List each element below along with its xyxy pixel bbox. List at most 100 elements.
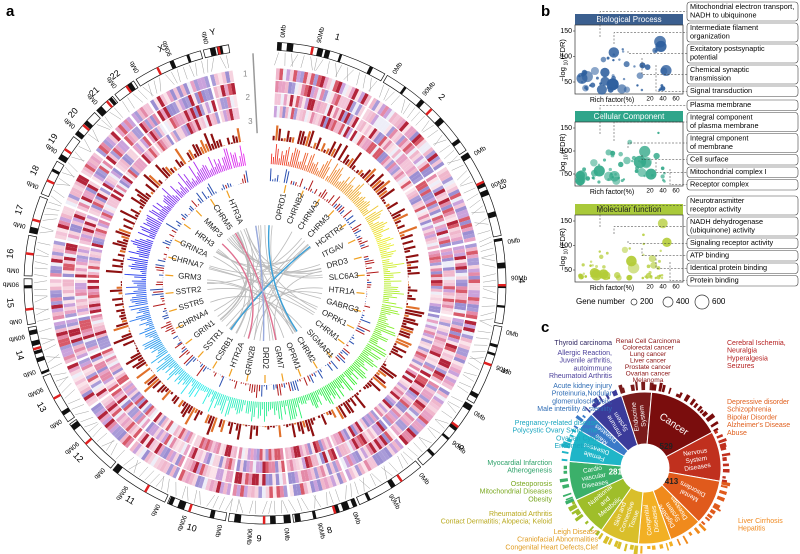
mb-label: 0Mb xyxy=(213,524,222,538)
bubble xyxy=(630,159,634,163)
heatmap-cell xyxy=(247,485,252,498)
fan-line xyxy=(439,144,451,153)
bar-mark xyxy=(255,425,259,436)
heatmap-cell xyxy=(373,131,383,143)
rainbow-line xyxy=(162,359,175,371)
heatmap-cell xyxy=(129,166,140,177)
heatmap-cell xyxy=(105,136,117,147)
rainbow-line xyxy=(134,239,153,246)
bar-mark xyxy=(360,387,363,390)
bar-mark xyxy=(135,220,137,223)
heatmap-cell xyxy=(453,248,466,254)
mb-label: 0Mb xyxy=(22,368,37,379)
rainbow-line xyxy=(138,249,151,254)
heatmap-cell xyxy=(455,269,468,274)
spike-line xyxy=(327,195,335,204)
bubble xyxy=(591,176,595,180)
heatmap-cell xyxy=(114,392,126,402)
rainbow-line xyxy=(231,397,235,409)
rainbow-line xyxy=(292,398,298,417)
heatmap-cell xyxy=(436,330,449,337)
heatmap-cell xyxy=(355,119,365,131)
link xyxy=(267,225,298,332)
rainbow-line xyxy=(332,380,345,397)
rainbow-line xyxy=(383,266,397,269)
bubble xyxy=(602,265,606,269)
bar-mark xyxy=(158,179,163,185)
heatmap-cell xyxy=(271,448,275,461)
heatmap-cell xyxy=(377,450,387,463)
heatmap-cell xyxy=(88,303,101,308)
bubble xyxy=(598,269,609,280)
bar-mark xyxy=(369,173,385,187)
sunburst-outer xyxy=(559,478,569,483)
fan-line xyxy=(369,473,376,486)
heatmap-cell xyxy=(97,189,110,198)
heatmap-cell xyxy=(148,438,158,451)
term-label: Cell surface xyxy=(690,155,729,164)
heatmap-cell xyxy=(373,438,383,450)
sunburst-outer xyxy=(629,544,634,550)
heatmap-cell xyxy=(430,347,443,355)
ideogram-band xyxy=(108,97,117,106)
heatmap-cell xyxy=(290,107,295,120)
heatmap-cell xyxy=(183,430,191,442)
sunburst-outer xyxy=(569,434,574,438)
fan-line xyxy=(481,305,495,307)
heatmap-cell xyxy=(357,462,366,475)
heatmap-cell xyxy=(422,147,434,158)
rainbow-line xyxy=(340,183,348,192)
heatmap-cell xyxy=(363,414,373,426)
heatmap-cell xyxy=(87,268,100,273)
chromosome-label: 11 xyxy=(124,493,137,506)
heatmap-cell xyxy=(365,141,375,153)
annotation-text: Osteoporosis xyxy=(511,481,553,488)
y-tick-label: 50 xyxy=(564,171,572,178)
heatmap-cell xyxy=(75,349,87,357)
heatmap-cell xyxy=(188,432,196,445)
spike-line xyxy=(294,182,297,186)
fan-line xyxy=(78,146,91,153)
heatmap-cell xyxy=(131,128,142,140)
ideogram-band xyxy=(186,54,192,63)
spike-line xyxy=(171,329,175,332)
fan-line xyxy=(481,254,495,258)
fan-line xyxy=(477,230,491,235)
rainbow-line xyxy=(150,351,168,364)
heatmap-cell xyxy=(439,242,452,248)
fan-line xyxy=(310,56,313,71)
spike-line xyxy=(171,229,177,234)
heatmap-cell xyxy=(81,327,93,334)
fan-line xyxy=(273,500,276,514)
heatmap-cell xyxy=(230,82,237,95)
heatmap-cell xyxy=(441,254,454,259)
rainbow-line xyxy=(213,159,220,174)
heatmap-cell xyxy=(401,413,413,425)
heatmap-cell xyxy=(85,394,97,404)
bar-mark xyxy=(188,149,195,160)
rainbow-line xyxy=(130,267,147,271)
rainbow-line xyxy=(320,158,332,179)
bar-mark xyxy=(353,393,366,409)
bar-mark xyxy=(270,425,273,428)
spike-line xyxy=(225,184,228,189)
bar-mark xyxy=(288,423,291,426)
rainbow-line xyxy=(363,349,379,361)
ideogram-band xyxy=(311,510,317,520)
heatmap-cell xyxy=(447,336,460,344)
heatmap-cell xyxy=(78,245,91,251)
heatmap-cell xyxy=(139,433,150,445)
rainbow-line xyxy=(185,180,193,190)
annotation-text: Prostate cancer xyxy=(625,364,672,371)
heatmap-cell xyxy=(156,458,166,471)
gene-tick xyxy=(210,198,216,207)
bubble xyxy=(575,170,585,181)
bubble xyxy=(581,263,585,267)
heatmap-cell xyxy=(186,108,194,121)
gene-tick xyxy=(346,324,355,329)
heatmap-cell xyxy=(228,70,235,83)
heatmap-cell xyxy=(92,321,105,328)
spike-line xyxy=(351,336,355,339)
heatmap-cell xyxy=(104,418,116,429)
